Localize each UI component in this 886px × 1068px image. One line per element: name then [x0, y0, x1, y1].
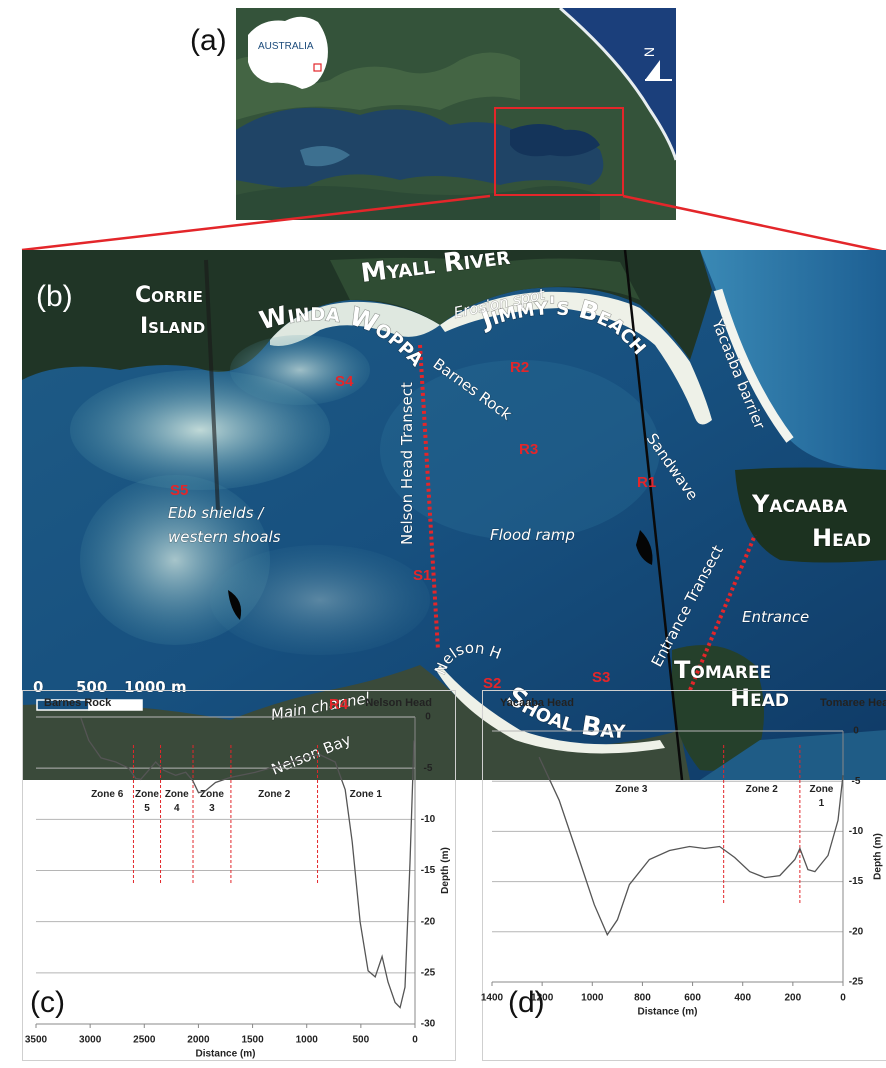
- x-tick-label: 200: [785, 993, 802, 1004]
- depth-profile: [539, 757, 843, 935]
- shoal: [230, 335, 370, 405]
- zone-label-part: Zone: [809, 784, 833, 795]
- north-label: N: [641, 47, 657, 57]
- end-label: Tomaree Head: [820, 697, 886, 709]
- place-label: Yacaaba: [751, 490, 848, 518]
- zone-label: Zone3: [200, 789, 224, 814]
- place-label: Island: [140, 314, 205, 339]
- station-label: R2: [510, 359, 529, 376]
- y-tick-label: 0: [425, 712, 431, 723]
- scale-label: 500: [76, 678, 107, 696]
- x-tick-label: 1000: [296, 1035, 319, 1046]
- zone-label: Zone 3: [615, 784, 648, 795]
- y-tick-label: -15: [849, 876, 864, 887]
- zone-label: Zone 5: [135, 789, 159, 814]
- x-tick-label: 1000: [581, 993, 604, 1004]
- x-axis-label: Distance (m): [637, 1007, 697, 1018]
- x-tick-label: 400: [734, 993, 751, 1004]
- y-tick-label: -20: [849, 926, 864, 937]
- place-label: Head: [730, 684, 789, 712]
- zone-label-part: Zone: [165, 789, 189, 800]
- zone-label-part: Zone: [135, 789, 159, 800]
- x-tick-label: 500: [353, 1035, 370, 1046]
- place-label: Head: [812, 524, 871, 552]
- station-label: R4: [329, 696, 349, 713]
- y-tick-label: -25: [421, 967, 436, 978]
- panel-label: (d): [508, 986, 545, 1019]
- station-label: S3: [592, 669, 610, 686]
- station-label: R1: [637, 474, 656, 491]
- x-axis-label: Distance (m): [195, 1049, 255, 1060]
- zone-label: Zone 4: [165, 789, 189, 814]
- zone-label: Zone 2: [746, 784, 779, 795]
- start-label: Yacaaba Head: [500, 697, 574, 709]
- panel-label: (b): [36, 280, 73, 313]
- inset-label: AUSTRALIA: [258, 41, 314, 52]
- zone-label: Zone 6: [91, 789, 124, 800]
- panel-label: (c): [30, 986, 65, 1019]
- y-axis-label: Depth (m): [440, 847, 451, 894]
- x-tick-label: 2000: [187, 1035, 210, 1046]
- y-tick-label: -10: [421, 814, 436, 825]
- australia-inset: [248, 17, 328, 89]
- place-label: Tomaree: [674, 656, 771, 684]
- y-tick-label: -5: [852, 776, 861, 787]
- zone-label-part: 3: [209, 803, 215, 814]
- place-label: Corrie: [135, 283, 203, 308]
- x-tick-label: 1500: [241, 1035, 264, 1046]
- y-tick-label: -10: [849, 826, 864, 837]
- x-tick-label: 800: [634, 993, 651, 1004]
- feature-label: Nelson Head Transect: [398, 382, 416, 545]
- shoal: [210, 545, 430, 655]
- zone-label: Zone 1: [350, 789, 383, 800]
- scale-label: 0: [33, 678, 43, 696]
- station-label: S4: [335, 373, 354, 390]
- zone-label: Zone 2: [258, 789, 291, 800]
- end-label: Nelson Head: [365, 697, 432, 709]
- x-tick-label: 3500: [25, 1035, 48, 1046]
- zone-label-part: 4: [174, 803, 180, 814]
- x-tick-label: 3000: [79, 1035, 102, 1046]
- y-axis-label: Depth (m): [873, 833, 884, 880]
- feature-label: Entrance: [742, 608, 809, 626]
- panel-label: (a): [190, 24, 227, 57]
- station-label: S5: [170, 482, 188, 499]
- station-label: S1: [413, 567, 431, 584]
- feature-label: western shoals: [168, 528, 281, 546]
- x-tick-label: 1400: [481, 993, 504, 1004]
- y-tick-label: 0: [853, 726, 859, 737]
- start-label: Barnes Rock: [44, 697, 112, 709]
- x-tick-label: 2500: [133, 1035, 156, 1046]
- zone-label: Zone 1: [809, 784, 833, 809]
- zone-label-part: 1: [819, 798, 825, 809]
- y-tick-label: -20: [421, 916, 436, 927]
- feature-label: Flood ramp: [490, 526, 575, 544]
- x-tick-label: 0: [840, 993, 846, 1004]
- satellite-overview: AUSTRALIA N: [236, 8, 676, 220]
- y-tick-label: -5: [424, 763, 433, 774]
- scale-label: 1000 m: [124, 678, 187, 696]
- x-tick-label: 600: [684, 993, 701, 1004]
- feature-label: Ebb shields /: [168, 504, 265, 522]
- zoom-line: [623, 196, 886, 252]
- x-tick-label: 0: [412, 1035, 418, 1046]
- figure: (a) AUSTRALIA N: [0, 0, 886, 1068]
- station-label: R3: [519, 441, 538, 458]
- y-tick-label: -30: [421, 1019, 436, 1030]
- station-label: S2: [483, 675, 501, 692]
- zone-label-part: 5: [144, 803, 150, 814]
- y-tick-label: -15: [421, 865, 436, 876]
- y-tick-label: -25: [849, 977, 864, 988]
